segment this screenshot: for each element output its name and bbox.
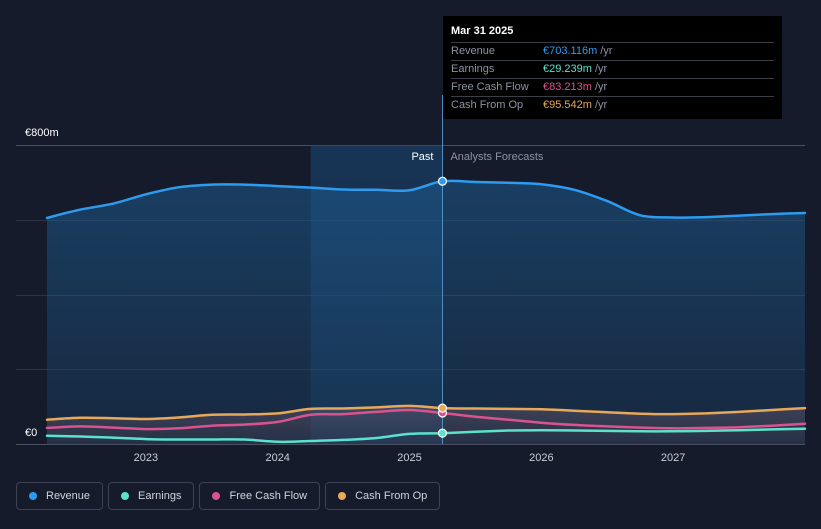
legend-dot-icon <box>212 492 221 500</box>
tooltip-row-revenue: Revenue €703.116m /yr <box>451 42 774 60</box>
tooltip-unit: /yr <box>594 99 608 111</box>
series-line-cash-from-op <box>45 404 807 421</box>
series-line-earnings <box>45 427 807 444</box>
chart-legend: Revenue Earnings Free Cash Flow Cash Fro… <box>16 482 441 510</box>
tooltip-row-earnings: Earnings €29.239m /yr <box>451 60 774 78</box>
legend-dot-icon <box>338 492 347 500</box>
tooltip-value: €703.116m <box>543 45 598 57</box>
series-line-revenue <box>45 179 807 220</box>
marker-revenue <box>437 176 448 186</box>
legend-item-earnings[interactable]: Earnings <box>108 482 195 510</box>
forecast-label: Analysts Forecasts <box>450 151 543 163</box>
legend-item-revenue[interactable]: Revenue <box>16 482 104 510</box>
tooltip-row-free-cash-flow: Free Cash Flow €83.213m /yr <box>451 78 774 96</box>
legend-label: Revenue <box>46 490 91 502</box>
legend-label: Earnings <box>138 490 182 502</box>
marker-cash-from-op <box>437 403 448 413</box>
tooltip-date: Mar 31 2025 <box>451 25 514 37</box>
tooltip-panel: Mar 31 2025 Revenue €703.116m /yr Earnin… <box>443 16 782 119</box>
series-line-free-cash-flow <box>45 408 807 431</box>
past-label: Past <box>411 151 433 163</box>
marker-earnings <box>437 428 448 438</box>
x-tick-label: 2025 <box>397 452 421 464</box>
tooltip-label: Cash From Op <box>451 99 524 111</box>
legend-dot-icon <box>29 492 37 500</box>
tooltip-unit: /yr <box>594 63 608 75</box>
x-tick-label: 2026 <box>529 452 553 464</box>
tooltip-value: €83.213m <box>543 81 592 93</box>
y-axis-top-label: €800m <box>25 127 59 139</box>
x-tick-label: 2027 <box>661 452 685 464</box>
tooltip-unit: /yr <box>594 81 608 93</box>
legend-item-cash-from-op[interactable]: Cash From Op <box>325 482 441 510</box>
tooltip-value: €29.239m <box>543 63 592 75</box>
legend-item-free-cash-flow[interactable]: Free Cash Flow <box>199 482 321 510</box>
x-tick-label: 2023 <box>134 452 158 464</box>
tooltip-label: Earnings <box>451 63 495 75</box>
tooltip-label: Revenue <box>451 45 496 57</box>
tooltip-row-cash-from-op: Cash From Op €95.542m /yr <box>451 96 774 114</box>
tooltip-label: Free Cash Flow <box>451 81 529 93</box>
legend-dot-icon <box>121 492 130 500</box>
legend-label: Cash From Op <box>355 490 428 502</box>
tooltip-unit: /yr <box>600 45 613 57</box>
x-tick-label: 2024 <box>265 452 289 464</box>
legend-label: Free Cash Flow <box>229 490 308 502</box>
tooltip-value: €95.542m <box>543 99 592 111</box>
revenue-area <box>47 180 805 444</box>
y-axis-bottom-label: €0 <box>25 427 37 439</box>
